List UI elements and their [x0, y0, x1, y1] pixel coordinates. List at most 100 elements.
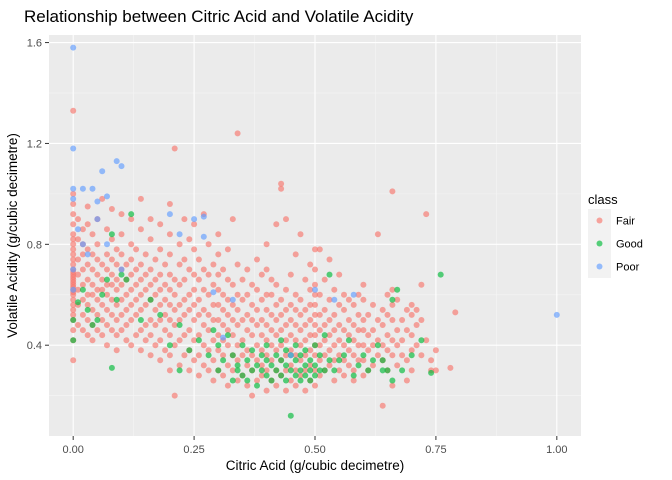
- point-fair: [157, 317, 164, 323]
- point-fair: [166, 301, 173, 308]
- point-fair: [312, 266, 318, 273]
- point-fair: [345, 296, 352, 303]
- point-fair: [326, 317, 333, 323]
- point-fair: [70, 190, 77, 197]
- point-fair: [316, 357, 323, 364]
- point-fair: [200, 306, 207, 313]
- point-fair: [254, 286, 260, 293]
- point-fair: [128, 241, 135, 248]
- y-tick-label: 0.8: [27, 239, 42, 251]
- point-fair: [278, 342, 285, 349]
- legend-label-fair: Fair: [616, 216, 635, 228]
- point-fair: [181, 276, 188, 283]
- point-fair: [200, 342, 207, 349]
- point-good: [258, 367, 265, 374]
- point-fair: [157, 271, 164, 278]
- point-fair: [205, 367, 212, 374]
- point-good: [302, 362, 309, 369]
- point-fair: [307, 317, 314, 323]
- point-fair: [205, 271, 212, 278]
- point-good: [229, 352, 236, 359]
- point-fair: [302, 276, 309, 283]
- point-fair: [84, 246, 91, 253]
- point-fair: [70, 261, 77, 268]
- point-fair: [370, 342, 376, 349]
- point-good: [224, 332, 231, 339]
- point-good: [321, 367, 328, 374]
- point-good: [108, 231, 115, 238]
- point-fair: [104, 281, 110, 288]
- point-fair: [418, 281, 425, 288]
- point-fair: [220, 266, 227, 273]
- point-fair: [321, 337, 328, 344]
- legend-swatch-good: [596, 240, 603, 247]
- point-fair: [389, 301, 396, 308]
- point-fair: [195, 372, 202, 379]
- x-tick-label: 0.25: [183, 444, 204, 456]
- point-fair: [316, 342, 323, 349]
- point-poor: [94, 198, 101, 205]
- point-fair: [360, 281, 367, 288]
- point-fair: [268, 327, 275, 334]
- point-fair: [215, 286, 222, 293]
- point-good: [234, 362, 241, 369]
- point-good: [263, 357, 270, 364]
- point-fair: [84, 203, 91, 210]
- point-fair: [137, 327, 144, 334]
- point-fair: [70, 236, 77, 243]
- point-fair: [302, 352, 309, 359]
- point-good: [292, 372, 299, 379]
- point-fair: [447, 364, 454, 371]
- point-fair: [370, 362, 376, 369]
- point-good: [326, 357, 333, 364]
- point-fair: [133, 281, 140, 288]
- point-fair: [273, 382, 280, 389]
- point-fair: [403, 306, 410, 313]
- point-good: [249, 367, 256, 374]
- x-axis-title: Citric Acid (g/cubic decimetre): [226, 458, 405, 473]
- point-fair: [137, 291, 144, 298]
- point-fair: [287, 271, 294, 278]
- point-fair: [99, 276, 106, 283]
- point-fair: [350, 301, 357, 308]
- point-fair: [137, 276, 144, 283]
- point-fair: [152, 291, 159, 298]
- point-fair: [118, 296, 125, 303]
- point-poor: [113, 158, 120, 165]
- data-points: [70, 44, 560, 419]
- point-fair: [316, 291, 323, 298]
- point-fair: [128, 256, 135, 263]
- point-fair: [283, 306, 289, 313]
- point-fair: [312, 367, 318, 374]
- point-fair: [220, 352, 227, 359]
- point-fair: [162, 311, 169, 318]
- point-fair: [210, 281, 217, 288]
- point-fair: [210, 337, 217, 344]
- point-fair: [108, 271, 115, 278]
- point-fair: [249, 301, 256, 308]
- point-fair: [312, 352, 318, 359]
- point-fair: [171, 291, 178, 298]
- point-good: [292, 342, 299, 349]
- point-fair: [263, 352, 270, 359]
- point-fair: [142, 271, 149, 278]
- point-fair: [215, 347, 222, 354]
- point-fair: [113, 301, 120, 308]
- point-fair: [326, 347, 333, 354]
- point-good: [268, 377, 275, 384]
- point-good: [254, 382, 260, 389]
- point-fair: [123, 291, 130, 298]
- point-fair: [104, 266, 110, 273]
- point-fair: [99, 261, 106, 268]
- point-fair: [128, 317, 135, 323]
- point-fair: [166, 352, 173, 359]
- point-fair: [99, 301, 106, 308]
- point-fair: [292, 322, 299, 328]
- point-fair: [191, 357, 198, 364]
- point-fair: [374, 337, 381, 344]
- point-poor: [75, 226, 81, 233]
- point-fair: [234, 357, 241, 364]
- point-fair: [89, 306, 96, 313]
- point-fair: [104, 226, 110, 233]
- point-good: [195, 337, 202, 344]
